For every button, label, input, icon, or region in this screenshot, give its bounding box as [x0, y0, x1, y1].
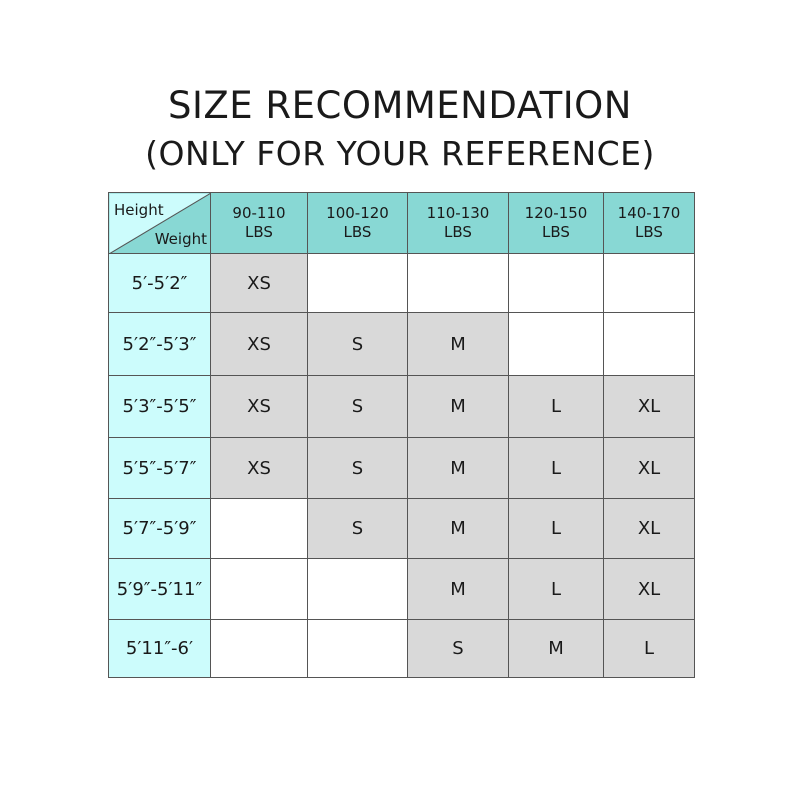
size-cell: L — [603, 619, 695, 678]
table-row: 5′7″-5′9″ S M L XL — [108, 498, 695, 559]
page-title: SIZE RECOMMENDATION — [168, 84, 632, 127]
size-chart-table: Height Weight 90-110 LBS 100-120 LBS 110-130… — [108, 192, 695, 678]
size-cell — [407, 253, 509, 313]
size-cell: S — [307, 375, 408, 438]
table-row: 5′3″-5′5″ XS S M L XL — [108, 375, 695, 438]
corner-cell: Height Weight — [108, 192, 211, 254]
size-cell: XL — [603, 498, 695, 559]
size-cell — [210, 619, 308, 678]
size-cell: M — [407, 375, 509, 438]
height-cell: 5′5″-5′7″ — [108, 437, 211, 499]
weight-unit: LBS — [245, 223, 273, 241]
height-cell: 5′9″-5′11″ — [108, 558, 211, 620]
weight-unit: LBS — [444, 223, 472, 241]
table-row: 5′-5′2″ XS — [108, 253, 695, 313]
height-cell: 5′-5′2″ — [108, 253, 211, 313]
size-cell: XL — [603, 437, 695, 499]
size-cell — [307, 558, 408, 620]
table-row: 5′11″-6′ S M L — [108, 619, 695, 678]
size-cell — [307, 253, 408, 313]
size-cell — [508, 253, 604, 313]
column-header: 140-170 LBS — [603, 192, 695, 254]
size-cell: L — [508, 437, 604, 499]
size-cell: S — [307, 312, 408, 376]
page-subtitle: (ONLY FOR YOUR REFERENCE) — [145, 134, 655, 173]
height-cell: 5′11″-6′ — [108, 619, 211, 678]
table-row: 5′5″-5′7″ XS S M L XL — [108, 437, 695, 499]
size-cell: XS — [210, 253, 308, 313]
size-cell — [210, 558, 308, 620]
size-cell: S — [307, 437, 408, 499]
size-cell: M — [407, 312, 509, 376]
size-cell: XS — [210, 375, 308, 438]
weight-unit: LBS — [635, 223, 663, 241]
weight-unit: LBS — [343, 223, 372, 241]
size-cell: M — [508, 619, 604, 678]
weight-range: 100-120 — [326, 204, 389, 222]
size-cell — [508, 312, 604, 376]
weight-range: 110-130 — [426, 204, 490, 222]
column-header: 120-150 LBS — [508, 192, 604, 254]
size-cell: M — [407, 437, 509, 499]
size-cell — [603, 312, 695, 376]
height-cell: 5′7″-5′9″ — [108, 498, 211, 559]
height-label: Height — [114, 201, 164, 219]
weight-range: 140-170 — [617, 204, 681, 222]
size-cell: L — [508, 558, 604, 620]
header-row: Height Weight 90-110 LBS 100-120 LBS 110-130… — [108, 192, 695, 254]
weight-range: 90-110 — [232, 204, 286, 222]
size-cell: S — [407, 619, 509, 678]
column-header: 100-120 LBS — [307, 192, 408, 254]
table-row: 5′9″-5′11″ M L XL — [108, 558, 695, 620]
diagonal-divider — [109, 193, 211, 254]
size-cell: M — [407, 558, 509, 620]
size-cell — [307, 619, 408, 678]
table-row: 5′2″-5′3″ XS S M — [108, 312, 695, 376]
height-cell: 5′2″-5′3″ — [108, 312, 211, 376]
size-cell: S — [307, 498, 408, 559]
column-header: 90-110 LBS — [210, 192, 308, 254]
size-cell: XL — [603, 558, 695, 620]
column-header: 110-130 LBS — [407, 192, 509, 254]
weight-range: 120-150 — [524, 204, 588, 222]
size-cell: XS — [210, 437, 308, 499]
size-cell: L — [508, 375, 604, 438]
size-cell: L — [508, 498, 604, 559]
size-cell: XL — [603, 375, 695, 438]
size-cell — [603, 253, 695, 313]
weight-label: Weight — [154, 230, 207, 248]
size-cell: M — [407, 498, 509, 559]
height-cell: 5′3″-5′5″ — [108, 375, 211, 438]
weight-unit: LBS — [542, 223, 570, 241]
size-cell — [210, 498, 308, 559]
size-cell: XS — [210, 312, 308, 376]
